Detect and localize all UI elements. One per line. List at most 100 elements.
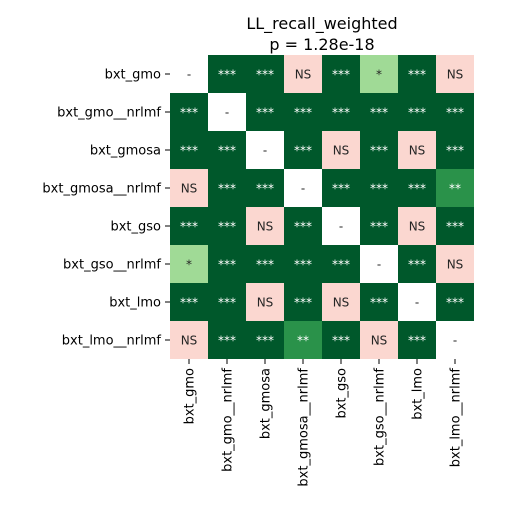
- cell-significance-label: -: [377, 258, 381, 272]
- heatmap-cell: [208, 169, 246, 207]
- heatmap-cell: [322, 55, 360, 93]
- heatmap-cell: [246, 131, 284, 169]
- heatmap-cell: [398, 169, 436, 207]
- cell-significance-label: ***: [370, 106, 388, 120]
- cell-significance-label: ***: [408, 106, 426, 120]
- cell-significance-label: ***: [218, 220, 236, 234]
- cell-significance-label: NS: [257, 296, 274, 310]
- heatmap-cell: [284, 93, 322, 131]
- heatmap-cell: [170, 93, 208, 131]
- cell-significance-label: ***: [408, 182, 426, 196]
- row-label: bxt_gmosa__nrlmf: [42, 182, 161, 197]
- heatmap-cell: [322, 93, 360, 131]
- cell-significance-label: NS: [333, 296, 350, 310]
- cell-significance-label: ***: [408, 334, 426, 348]
- cell-significance-label: ***: [180, 296, 198, 310]
- heatmap-cell: [436, 321, 474, 359]
- cell-significance-label: ***: [256, 68, 274, 82]
- cell-significance-label: NS: [295, 68, 312, 82]
- cell-significance-label: ***: [218, 68, 236, 82]
- cell-significance-label: ***: [332, 106, 350, 120]
- heatmap-cell: [208, 93, 246, 131]
- cell-significance-label: NS: [371, 334, 388, 348]
- row-label: bxt_gmosa: [90, 144, 161, 159]
- row-label: bxt_gmo: [105, 68, 161, 83]
- cell-significance-label: ***: [218, 334, 236, 348]
- heatmap-cell: [284, 169, 322, 207]
- cell-significance-label: -: [339, 220, 343, 234]
- heatmap-cell: [398, 245, 436, 283]
- column-label: bxt_gmosa: [259, 368, 274, 439]
- cell-significance-label: -: [453, 334, 457, 348]
- cell-significance-label: ***: [370, 144, 388, 158]
- cell-significance-label: ***: [370, 220, 388, 234]
- heatmap-cell: [436, 283, 474, 321]
- heatmap-cell: [360, 169, 398, 207]
- heatmap-cells: - *** *** NS *** * *** NS*** - *** *** *** *** *** ***…: [170, 55, 474, 359]
- cell-significance-label: ***: [332, 334, 350, 348]
- column-label: bxt_gso__nrlmf: [373, 368, 388, 466]
- column-labels: bxt_gmo bxt_gmo__nrlmf bxt_gmosa bxt_gmosa_…: [183, 359, 464, 487]
- cell-significance-label: ***: [446, 296, 464, 310]
- row-label: bxt_gso__nrlmf: [63, 258, 161, 273]
- cell-significance-label: NS: [257, 220, 274, 234]
- heatmap-cell: [284, 283, 322, 321]
- row-label: bxt_gso: [110, 220, 161, 235]
- heatmap-cell: [436, 245, 474, 283]
- cell-significance-label: ***: [332, 182, 350, 196]
- heatmap-cell: [246, 93, 284, 131]
- heatmap-cell: [170, 207, 208, 245]
- heatmap-cell: [398, 283, 436, 321]
- cell-significance-label: NS: [409, 144, 426, 158]
- chart-title: LL_recall_weighted: [246, 14, 397, 34]
- cell-significance-label: ***: [256, 258, 274, 272]
- heatmap-cell: [360, 245, 398, 283]
- cell-significance-label: -: [225, 106, 229, 120]
- column-label: bxt_lmo__nrlmf: [449, 368, 464, 468]
- cell-significance-label: **: [297, 334, 309, 348]
- heatmap-cell: [436, 131, 474, 169]
- heatmap-cell: [170, 55, 208, 93]
- heatmap-cell: [284, 207, 322, 245]
- cell-significance-label: ***: [218, 258, 236, 272]
- heatmap-cell: [170, 131, 208, 169]
- heatmap-cell: [208, 131, 246, 169]
- heatmap-cell: [436, 93, 474, 131]
- heatmap-cell: [436, 169, 474, 207]
- cell-significance-label: ***: [370, 296, 388, 310]
- cell-significance-label: NS: [181, 334, 198, 348]
- heatmap-cell: [322, 283, 360, 321]
- cell-significance-label: -: [301, 182, 305, 196]
- heatmap-cell: [398, 131, 436, 169]
- heatmap-cell: [284, 55, 322, 93]
- column-label: bxt_lmo: [411, 368, 426, 420]
- cell-significance-label: ***: [294, 106, 312, 120]
- heatmap-cell: [246, 207, 284, 245]
- cell-significance-label: *: [376, 68, 382, 82]
- heatmap-cell: [360, 131, 398, 169]
- cell-significance-label: NS: [409, 220, 426, 234]
- column-label: bxt_gmo__nrlmf: [221, 368, 236, 472]
- heatmap-cell: [360, 283, 398, 321]
- heatmap-cell: [170, 283, 208, 321]
- heatmap-cell: [246, 321, 284, 359]
- column-label: bxt_gmo: [183, 368, 198, 424]
- column-label: bxt_gmosa__nrlmf: [297, 368, 312, 487]
- heatmap-cell: [246, 55, 284, 93]
- cell-significance-label: ***: [408, 258, 426, 272]
- heatmap-cell: [398, 93, 436, 131]
- row-labels: bxt_gmo bxt_gmo__nrlmf bxt_gmosa bxt_gmosa_…: [42, 68, 170, 349]
- cell-significance-label: ***: [256, 334, 274, 348]
- cell-significance-label: ***: [218, 144, 236, 158]
- heatmap-cell: [398, 321, 436, 359]
- cell-significance-label: ***: [332, 258, 350, 272]
- heatmap-cell: [208, 207, 246, 245]
- cell-significance-label: ***: [446, 220, 464, 234]
- heatmap-cell: [170, 321, 208, 359]
- heatmap-cell: [246, 245, 284, 283]
- cell-significance-label: **: [449, 182, 461, 196]
- heatmap-cell: [360, 321, 398, 359]
- heatmap-cell: [208, 245, 246, 283]
- cell-significance-label: *: [186, 258, 192, 272]
- heatmap-cell: [436, 207, 474, 245]
